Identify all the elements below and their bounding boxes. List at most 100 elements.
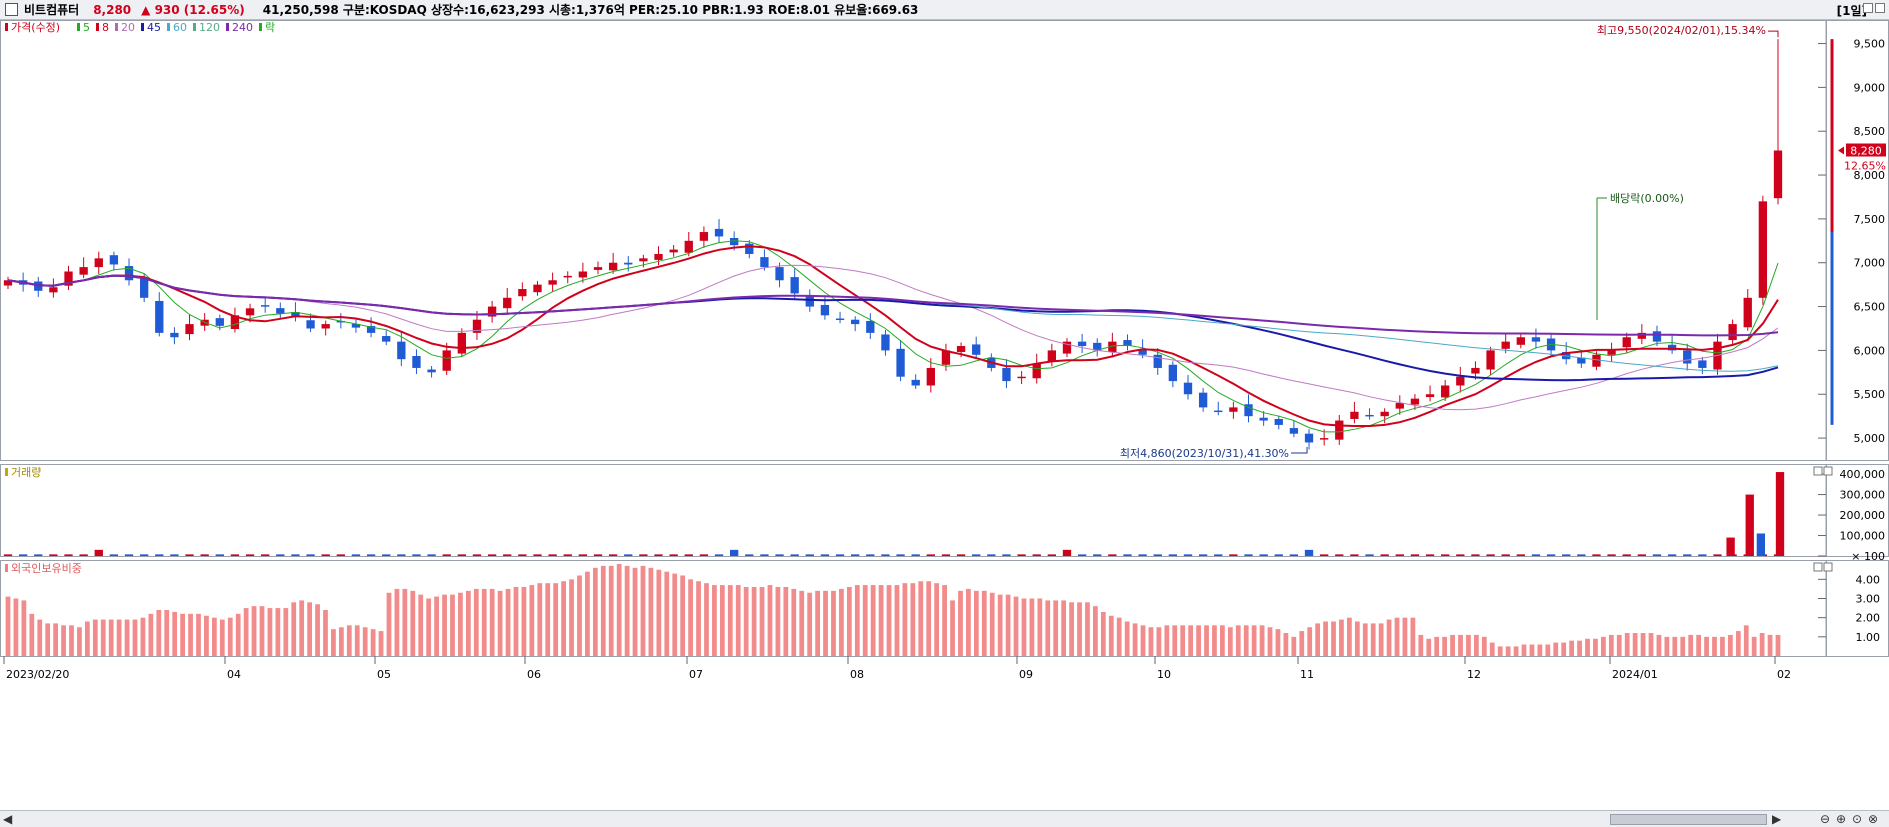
- volume-bar: [790, 554, 799, 556]
- foreign-bar: [1410, 617, 1416, 656]
- period-label[interactable]: [1일]: [1836, 4, 1867, 18]
- scroll-thumb[interactable]: [1610, 814, 1767, 825]
- candle-body: [775, 267, 784, 281]
- current-price-axis-label: 8,280: [1850, 145, 1882, 158]
- zoom-out-icon[interactable]: ⊖: [1820, 812, 1831, 826]
- close-icon[interactable]: [1875, 3, 1885, 13]
- volume-bar: [397, 554, 406, 556]
- foreign-bar: [521, 587, 527, 656]
- volume-bar: [911, 554, 920, 556]
- candle-body: [1743, 297, 1752, 328]
- foreign-bar: [69, 625, 74, 656]
- volume-bar: [321, 554, 330, 556]
- foreign-bar: [1394, 617, 1400, 656]
- foreign-bar: [219, 619, 225, 656]
- candle-body: [1214, 410, 1223, 413]
- foreign-bar: [1688, 634, 1694, 656]
- legend-label-6: 120: [199, 21, 220, 34]
- volume-bar: [1667, 554, 1677, 556]
- foreign-bar: [458, 592, 463, 656]
- candle-body: [230, 315, 240, 330]
- candle-body: [487, 306, 497, 317]
- foreign-bar: [1481, 636, 1487, 656]
- foreign-bar: [37, 619, 43, 656]
- foreign-legend-swatch: [5, 564, 8, 572]
- volume-bar: [351, 554, 361, 556]
- volume-bar: [1289, 554, 1299, 556]
- foreign-bar: [592, 567, 598, 656]
- candle-body: [1592, 354, 1601, 367]
- stock-chart[interactable]: 5,000 5,500 6,000 6,500 7,000 7,500 8,000 8,500…: [0, 20, 1889, 810]
- candle-body: [714, 228, 724, 237]
- volume-bar: [1516, 554, 1525, 556]
- candle-body: [1168, 364, 1178, 382]
- scroll-right-icon[interactable]: ▶: [1772, 812, 1782, 826]
- candle-body: [593, 267, 603, 270]
- foreign-bar: [1593, 638, 1598, 656]
- candle-body: [1683, 350, 1692, 364]
- header-checkbox[interactable]: [5, 3, 18, 16]
- candle-body: [366, 326, 376, 333]
- volume-bar: [608, 554, 618, 556]
- chart-scrollbar[interactable]: ◀ ▶ ⊖ ⊕ ⊙ ⊗: [0, 810, 1889, 827]
- zoom-fit-icon[interactable]: ⊗: [1868, 812, 1879, 826]
- candle-body: [684, 240, 693, 253]
- candle-body: [1622, 337, 1631, 348]
- volume-bar: [669, 554, 678, 556]
- foreign-bar: [1561, 642, 1567, 656]
- ma-45-line: [7, 274, 1779, 382]
- volume-bar: [1350, 554, 1359, 556]
- volume-bar: [1093, 554, 1102, 556]
- candle-body: [351, 323, 361, 328]
- candle-body: [1108, 341, 1117, 352]
- ma-120-line: [7, 275, 1779, 336]
- foreign-bar: [61, 625, 66, 656]
- volume-bar: [1577, 554, 1586, 556]
- foreign-bar: [1013, 596, 1019, 656]
- foreign-bar: [1489, 642, 1495, 656]
- legend-swatch: [141, 23, 144, 31]
- candle-body: [124, 266, 134, 281]
- foreign-bar: [1362, 623, 1368, 656]
- x-tick-label: 11: [1300, 668, 1314, 681]
- volume-bar: [18, 554, 28, 556]
- foreign-bar: [926, 581, 932, 656]
- candle-body: [472, 319, 482, 333]
- price-tick-label: 6,500: [1854, 301, 1886, 314]
- volume-bar: [593, 554, 603, 556]
- foreign-bar: [465, 590, 471, 656]
- foreign-bar: [632, 567, 638, 656]
- foreign-bar: [1601, 636, 1606, 656]
- current-change-axis-label: 12.65%: [1844, 160, 1886, 173]
- foreign-bar: [894, 585, 900, 656]
- restore-icon[interactable]: [1863, 3, 1873, 13]
- foreign-bar: [77, 627, 82, 656]
- foreign-bar: [21, 600, 27, 656]
- candle-body: [1471, 367, 1480, 374]
- foreign-bar: [727, 585, 733, 656]
- foreign-bar: [1727, 634, 1733, 656]
- volume-bar: [926, 554, 935, 556]
- foreign-bar: [53, 623, 59, 656]
- candle-body: [3, 280, 13, 286]
- x-tick-label: 05: [377, 668, 391, 681]
- volume-bar: [684, 554, 693, 556]
- legend-label-3: 20: [121, 21, 135, 34]
- candle-body: [639, 258, 648, 262]
- foreign-bar: [1077, 602, 1082, 656]
- volume-tick-label: 100,000: [1840, 530, 1886, 543]
- foreign-bar: [973, 590, 979, 656]
- zoom-in-icon[interactable]: ⊕: [1836, 812, 1847, 826]
- candle-body: [563, 275, 572, 278]
- legend-swatch: [226, 23, 229, 31]
- volume-bar: [1395, 554, 1404, 556]
- scroll-left-icon[interactable]: ◀: [3, 812, 13, 826]
- foreign-bar: [831, 590, 836, 656]
- zoom-reset-icon[interactable]: ⊙: [1852, 812, 1863, 826]
- panel-frame: [0, 464, 1827, 557]
- foreign-bar: [1172, 625, 1178, 656]
- foreign-bar: [1585, 638, 1590, 656]
- foreign-restore-icon: [1813, 562, 1823, 572]
- foreign-bar: [354, 625, 360, 656]
- volume-bar: [306, 554, 315, 556]
